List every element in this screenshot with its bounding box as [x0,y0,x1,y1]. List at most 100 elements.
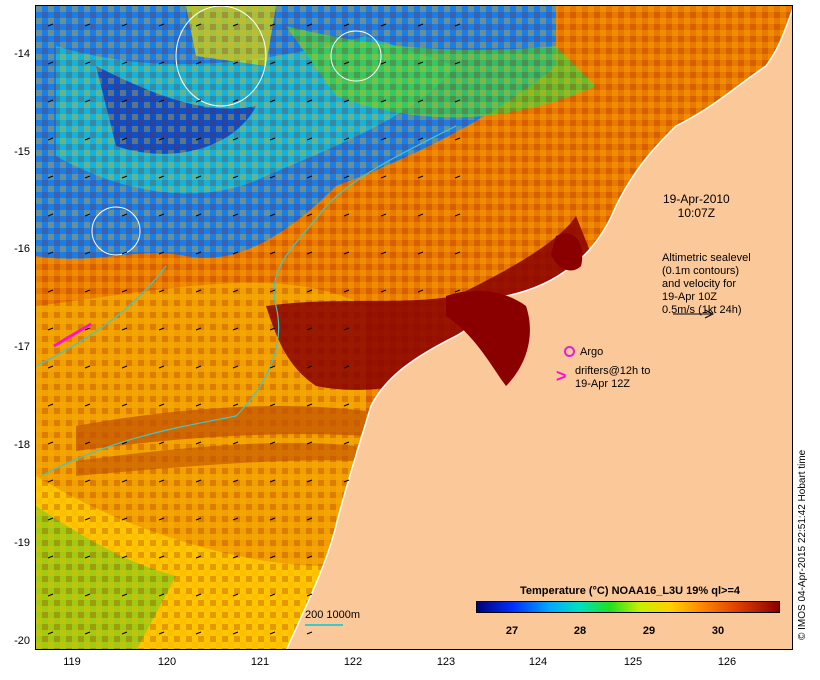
date-line: 19-Apr-2010 [663,192,730,206]
velocity-arrow [47,251,54,255]
velocity-arrow [121,99,128,103]
velocity-arrow [380,289,387,293]
velocity-arrow [84,365,91,369]
velocity-arrow [47,99,54,103]
argo-label: Argo [580,346,604,358]
velocity-arrow [158,441,165,445]
velocity-arrow [121,403,128,407]
velocity-arrow [306,593,313,597]
temperature-colorbar [476,601,780,613]
velocity-arrow [417,61,424,65]
y-tick-label: -14 [14,48,30,60]
velocity-arrow [232,289,239,293]
velocity-arrow [84,175,91,179]
velocity-arrow [158,175,165,179]
velocity-arrow [84,593,91,597]
velocity-arrow [121,631,128,635]
velocity-arrow [84,517,91,521]
velocity-arrow [306,289,313,293]
velocity-arrow [195,137,202,141]
velocity-arrow [343,365,350,369]
velocity-arrow [306,631,313,635]
velocity-arrow [195,631,202,635]
velocity-arrow [343,251,350,255]
sst-map [35,5,793,650]
x-tick-label: 119 [63,656,81,668]
velocity-arrow [454,175,461,179]
velocity-arrow [380,23,387,27]
velocity-arrow [380,213,387,217]
sst-hot-coastal [266,216,596,390]
drifter-legend: drifters@12h to 19-Apr 12Z [575,365,650,391]
inlet-north [551,233,583,271]
velocity-arrow [232,213,239,217]
velocity-arrow [232,137,239,141]
velocity-arrow [343,23,350,27]
colorbar-title: Temperature (°C) NOAA16_L3U 19% ql>=4 [520,585,740,597]
velocity-arrow [269,23,276,27]
velocity-arrow [343,137,350,141]
drifter-line: 19-Apr 12Z [575,378,631,390]
velocity-arrow [195,593,202,597]
velocity-arrow [195,441,202,445]
velocity-arrow [232,61,239,65]
velocity-arrow [380,61,387,65]
velocity-arrow [269,137,276,141]
velocity-arrow [232,593,239,597]
contour-key-label: 200 1000m [305,609,361,621]
velocity-arrow [47,289,54,293]
velocity-arrow [47,555,54,559]
velocity-arrow [232,175,239,179]
velocity-arrow [84,61,91,65]
velocity-arrow [343,441,350,445]
velocity-arrow [84,23,91,27]
velocity-arrow [454,251,461,255]
x-tick-label: 120 [157,656,177,668]
velocity-arrow [343,213,350,217]
velocity-arrow [306,479,313,483]
x-tick-label: 126 [717,656,737,668]
velocity-arrow [232,631,239,635]
velocity-arrow [454,61,461,65]
velocity-arrow [232,517,239,521]
velocity-arrow [454,289,461,293]
velocity-arrow [158,61,165,65]
velocity-arrow [121,365,128,369]
velocity-arrow [47,213,54,217]
drifter-icon: > [556,366,567,386]
velocity-arrow [195,23,202,27]
time-line: 10:07Z [677,206,716,220]
velocity-arrow [454,137,461,141]
velocity-arrow [269,61,276,65]
velocity-arrow [306,61,313,65]
velocity-arrow [158,137,165,141]
velocity-arrow [417,137,424,141]
velocity-arrow [232,479,239,483]
velocity-arrow [195,99,202,103]
velocity-arrow [158,631,165,635]
velocity-arrow [343,99,350,103]
altimetry-line: Altimetric sealevel [662,252,751,264]
image-date-label: 19-Apr-2010 10:07Z [663,192,730,220]
sealevel-contour-1 [91,206,141,256]
velocity-arrow [269,251,276,255]
x-tick-label: 123 [436,656,456,668]
velocity-arrow [121,555,128,559]
velocity-arrow [380,175,387,179]
velocity-arrow [158,327,165,331]
velocity-arrow [84,403,91,407]
velocity-arrow [195,213,202,217]
contour-key-line [305,624,343,626]
velocity-arrow [195,251,202,255]
velocity-arrow [269,175,276,179]
velocity-arrow [343,175,350,179]
velocity-arrow [343,61,350,65]
velocity-arrow [84,99,91,103]
velocity-arrow [306,23,313,27]
velocity-arrow [306,327,313,331]
velocity-arrow [84,137,91,141]
velocity-arrow [195,289,202,293]
x-tick-label: 121 [250,656,270,668]
velocity-arrow [84,631,91,635]
altimetry-line: 19-Apr 10Z [662,291,718,303]
